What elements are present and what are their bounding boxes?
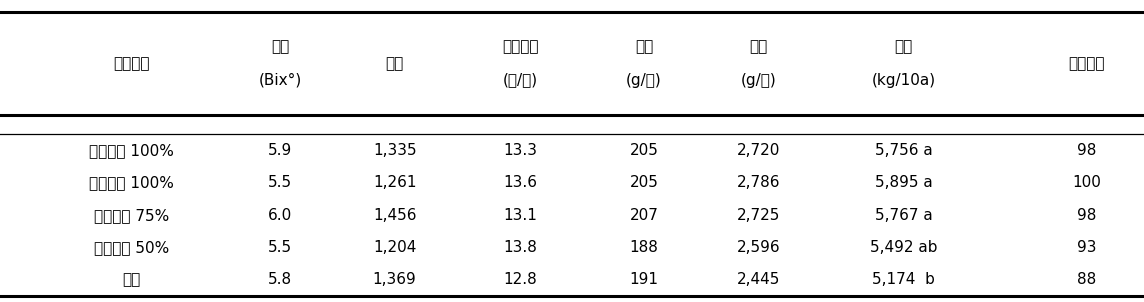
Text: 무비: 무비 xyxy=(122,272,141,287)
Text: 5,767 a: 5,767 a xyxy=(875,208,932,223)
Text: 2,720: 2,720 xyxy=(737,143,780,158)
Text: 5,492 ab: 5,492 ab xyxy=(869,240,938,255)
Text: 수량: 수량 xyxy=(895,39,913,54)
Text: 205: 205 xyxy=(629,175,659,190)
Text: 2,596: 2,596 xyxy=(737,240,780,255)
Text: 수량지수: 수량지수 xyxy=(1068,56,1105,71)
Text: (g/개): (g/개) xyxy=(626,72,662,88)
Text: 1,369: 1,369 xyxy=(373,272,416,287)
Text: 191: 191 xyxy=(629,272,659,287)
Text: 2,445: 2,445 xyxy=(737,272,780,287)
Text: 5.5: 5.5 xyxy=(268,240,293,255)
Text: 207: 207 xyxy=(629,208,659,223)
Text: 12.8: 12.8 xyxy=(503,272,538,287)
Text: 과중: 과중 xyxy=(635,39,653,54)
Text: (g/주): (g/주) xyxy=(740,72,777,88)
Text: 13.1: 13.1 xyxy=(503,208,538,223)
Text: (kg/10a): (kg/10a) xyxy=(872,72,936,88)
Text: 100: 100 xyxy=(1072,175,1102,190)
Text: 경도: 경도 xyxy=(386,56,404,71)
Text: 5.9: 5.9 xyxy=(268,143,293,158)
Text: 13.3: 13.3 xyxy=(503,143,538,158)
Text: 과중: 과중 xyxy=(749,39,768,54)
Text: 93: 93 xyxy=(1077,240,1097,255)
Text: 당도: 당도 xyxy=(271,39,289,54)
Text: 5.5: 5.5 xyxy=(268,175,293,190)
Text: 수확과수: 수확과수 xyxy=(502,39,539,54)
Text: 205: 205 xyxy=(629,143,659,158)
Text: (Bix°): (Bix°) xyxy=(259,72,302,88)
Text: 98: 98 xyxy=(1078,143,1096,158)
Text: 1,204: 1,204 xyxy=(373,240,416,255)
Text: 처리내용: 처리내용 xyxy=(113,56,150,71)
Text: 13.6: 13.6 xyxy=(503,175,538,190)
Text: 188: 188 xyxy=(629,240,659,255)
Text: 검정시비 50%: 검정시비 50% xyxy=(94,240,169,255)
Text: 5,756 a: 5,756 a xyxy=(875,143,932,158)
Text: 표층시비 100%: 표층시비 100% xyxy=(89,143,174,158)
Text: 98: 98 xyxy=(1078,208,1096,223)
Text: 2,725: 2,725 xyxy=(737,208,780,223)
Text: 검정시비 100%: 검정시비 100% xyxy=(89,175,174,190)
Text: 1,456: 1,456 xyxy=(373,208,416,223)
Text: 6.0: 6.0 xyxy=(268,208,293,223)
Text: 5,895 a: 5,895 a xyxy=(875,175,932,190)
Text: 13.8: 13.8 xyxy=(503,240,538,255)
Text: 1,335: 1,335 xyxy=(373,143,416,158)
Text: 5,174  b: 5,174 b xyxy=(873,272,935,287)
Text: 88: 88 xyxy=(1078,272,1096,287)
Text: (개/주): (개/주) xyxy=(503,72,538,88)
Text: 5.8: 5.8 xyxy=(268,272,293,287)
Text: 검정시비 75%: 검정시비 75% xyxy=(94,208,169,223)
Text: 1,261: 1,261 xyxy=(373,175,416,190)
Text: 2,786: 2,786 xyxy=(737,175,780,190)
